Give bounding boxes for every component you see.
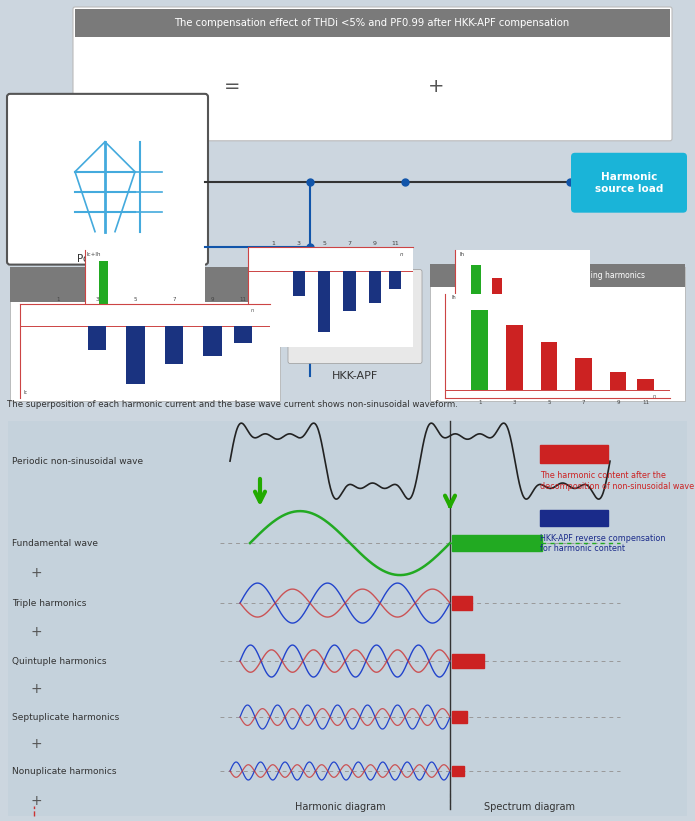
Text: Power grid: Power grid xyxy=(77,254,133,264)
FancyBboxPatch shape xyxy=(73,7,672,140)
Bar xyxy=(203,326,222,356)
FancyBboxPatch shape xyxy=(288,269,422,364)
Bar xyxy=(75,9,670,37)
Text: +: + xyxy=(30,625,42,639)
Text: Ic: Ic xyxy=(250,339,255,344)
Text: +: + xyxy=(427,77,444,96)
Bar xyxy=(471,310,488,390)
Bar xyxy=(234,326,252,343)
Bar xyxy=(533,308,543,336)
Text: Harmonic diagram: Harmonic diagram xyxy=(295,802,385,812)
Text: Fundamental wave: Fundamental wave xyxy=(12,539,98,548)
Text: Ih: Ih xyxy=(452,296,457,300)
Bar xyxy=(452,766,464,776)
Text: The compensation effect of THDi <5% and PF0.99 after HKK-APF compensation: The compensation effect of THDi <5% and … xyxy=(174,18,570,28)
Text: +: + xyxy=(30,737,42,751)
Text: =: = xyxy=(224,77,240,96)
Bar xyxy=(471,265,481,336)
Bar xyxy=(165,326,183,364)
Bar xyxy=(343,271,356,311)
Bar xyxy=(506,324,523,390)
Text: +: + xyxy=(30,682,42,696)
Bar xyxy=(491,278,502,336)
FancyBboxPatch shape xyxy=(571,153,687,213)
Text: HKK-APF reverse compensation
for harmonic content: HKK-APF reverse compensation for harmoni… xyxy=(540,534,665,553)
Bar xyxy=(571,327,580,336)
Text: Nonuplicate harmonics: Nonuplicate harmonics xyxy=(12,767,117,776)
Bar xyxy=(88,326,106,350)
Text: n: n xyxy=(196,340,199,345)
Bar xyxy=(452,596,472,610)
Text: Septuplicate harmonics: Septuplicate harmonics xyxy=(12,713,120,722)
Text: Ih: Ih xyxy=(459,252,464,257)
Text: +: + xyxy=(30,794,42,808)
Bar xyxy=(452,535,542,551)
Text: Quintuple harmonics: Quintuple harmonics xyxy=(12,657,106,666)
Bar xyxy=(637,379,654,390)
Text: The superposition of each harmonic current and the base wave current shows non-s: The superposition of each harmonic curre… xyxy=(7,400,458,409)
Bar xyxy=(318,271,330,333)
Text: Spectrum diagram: Spectrum diagram xyxy=(484,802,575,812)
Text: n: n xyxy=(251,308,254,313)
Bar xyxy=(293,271,305,296)
Text: +: + xyxy=(30,566,42,580)
Text: Ic: Ic xyxy=(24,390,28,395)
Text: Ic+Ih: Ic+Ih xyxy=(87,251,101,257)
Bar xyxy=(610,372,626,390)
Text: Electricity environment containing harmonics: Electricity environment containing harmo… xyxy=(471,271,646,280)
Text: n: n xyxy=(580,339,583,344)
Bar xyxy=(126,326,145,384)
Bar xyxy=(554,319,564,336)
Text: HKK-APF: HKK-APF xyxy=(332,371,378,382)
Text: HKK-APF compensates var
and filters 2 ~ 50 harmonics: HKK-APF compensates var and filters 2 ~ … xyxy=(90,275,199,294)
Text: The harmonic content after the
decomposition of non-sinusoidal wave: The harmonic content after the decomposi… xyxy=(540,471,694,490)
Text: ▪: ▪ xyxy=(341,296,369,337)
Bar xyxy=(430,264,685,287)
Bar xyxy=(541,342,557,390)
Bar xyxy=(452,654,484,668)
FancyBboxPatch shape xyxy=(7,94,208,264)
Text: Triple harmonics: Triple harmonics xyxy=(12,599,86,608)
Bar xyxy=(575,358,591,390)
Bar xyxy=(540,510,608,526)
Text: n: n xyxy=(653,393,656,398)
Bar xyxy=(369,271,381,303)
Text: Periodic non-sinusoidal wave: Periodic non-sinusoidal wave xyxy=(12,456,143,466)
Bar xyxy=(99,261,108,334)
Bar xyxy=(10,267,280,401)
Text: Harmonic
source load: Harmonic source load xyxy=(595,172,663,194)
Text: n: n xyxy=(400,252,404,257)
Bar xyxy=(512,294,522,336)
Bar xyxy=(389,271,401,290)
Bar xyxy=(10,267,280,301)
Bar xyxy=(540,445,608,463)
Bar xyxy=(430,267,685,401)
Bar xyxy=(452,711,467,723)
